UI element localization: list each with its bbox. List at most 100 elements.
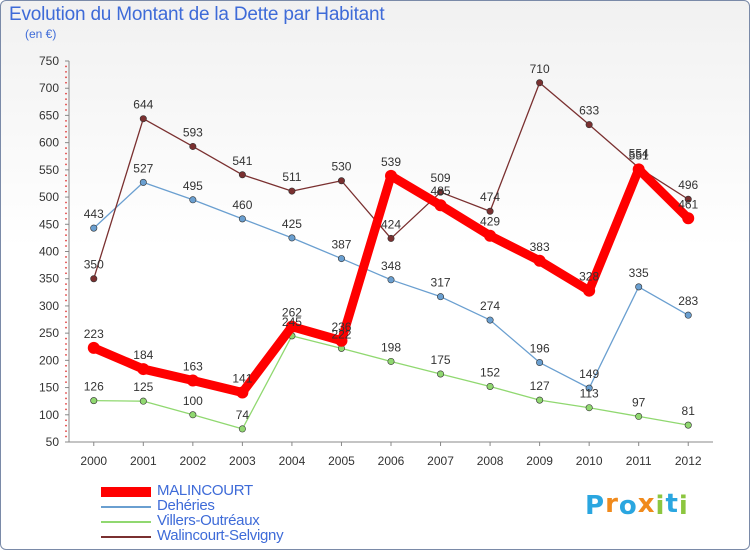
- data-label: 429: [480, 215, 500, 229]
- y-minor-tick: [65, 375, 67, 378]
- logo-letter: i: [678, 491, 689, 521]
- data-point: [238, 425, 246, 433]
- x-tick-label: 2012: [675, 454, 702, 468]
- data-label: 262: [282, 306, 302, 320]
- data-point: [632, 163, 645, 176]
- y-minor-tick: [65, 228, 67, 231]
- data-label: 175: [431, 353, 451, 367]
- x-tick-label: 2009: [526, 454, 553, 468]
- logo-letter: t: [665, 489, 679, 519]
- data-point: [387, 276, 395, 284]
- data-label: 644: [133, 98, 153, 112]
- y-tick-label: 450: [39, 217, 59, 231]
- y-minor-tick: [65, 207, 67, 209]
- y-minor-tick: [65, 430, 67, 433]
- y-minor-tick: [65, 321, 67, 324]
- data-point: [486, 382, 494, 390]
- legend-swatch: [101, 487, 151, 497]
- data-label: 152: [480, 365, 500, 379]
- data-point: [684, 195, 692, 203]
- y-tick-label: 200: [39, 353, 59, 367]
- legend-label: Walincourt-Selvigny: [157, 527, 284, 544]
- y-tick-label: 500: [39, 190, 59, 204]
- data-point: [139, 397, 147, 405]
- y-minor-tick: [65, 239, 67, 242]
- data-point: [87, 341, 100, 354]
- y-minor-tick: [65, 403, 67, 405]
- logo-letter: x: [637, 489, 656, 519]
- y-minor-tick: [65, 348, 67, 351]
- y-tick-label: 550: [39, 163, 59, 177]
- data-point: [387, 234, 395, 242]
- data-label: 425: [282, 217, 302, 231]
- data-point: [139, 115, 147, 123]
- data-point: [238, 171, 246, 179]
- data-label: 100: [183, 394, 203, 408]
- y-minor-tick: [65, 294, 67, 296]
- x-tick-label: 2001: [130, 454, 157, 468]
- data-label: 97: [632, 395, 646, 409]
- data-label: 222: [331, 327, 351, 341]
- data-point: [635, 412, 643, 420]
- data-point: [536, 396, 544, 404]
- data-point: [684, 311, 692, 319]
- data-label: 163: [183, 359, 203, 373]
- data-point: [186, 374, 199, 387]
- y-minor-tick: [65, 190, 67, 193]
- data-label: 127: [530, 379, 550, 393]
- data-point: [238, 215, 246, 223]
- x-tick-label: 2006: [378, 454, 405, 468]
- y-tick-label: 50: [46, 435, 60, 449]
- y-tick-label: 350: [39, 272, 59, 286]
- y-minor-tick: [65, 125, 67, 128]
- data-point: [189, 142, 197, 150]
- y-tick-label: 600: [39, 136, 59, 150]
- data-label: 460: [232, 198, 252, 212]
- data-label: 383: [530, 240, 550, 254]
- y-tick-label: 700: [39, 81, 59, 95]
- data-label: 81: [682, 404, 696, 418]
- data-label: 126: [84, 380, 104, 394]
- data-label: 184: [133, 348, 153, 362]
- y-minor-tick: [65, 266, 67, 269]
- legend-label: Dehéries: [157, 497, 215, 514]
- data-point: [585, 384, 593, 392]
- legend-label: Villers-Outréaux: [157, 512, 260, 529]
- data-point: [236, 386, 249, 399]
- data-label: 593: [183, 125, 203, 139]
- data-label: 551: [629, 148, 649, 162]
- y-minor-tick: [65, 408, 67, 411]
- data-point: [385, 169, 397, 182]
- data-point: [583, 284, 596, 297]
- data-point: [137, 363, 150, 376]
- logo-letter: r: [605, 489, 619, 519]
- data-label: 283: [678, 294, 698, 308]
- y-minor-tick: [65, 392, 67, 394]
- y-minor-tick: [65, 310, 67, 313]
- data-label: 539: [381, 155, 401, 169]
- data-point: [682, 212, 695, 225]
- y-minor-tick: [65, 163, 67, 166]
- x-tick-label: 2003: [229, 454, 256, 468]
- data-label: 495: [183, 179, 203, 193]
- x-tick-label: 2005: [328, 454, 355, 468]
- x-tick-label: 2008: [477, 454, 504, 468]
- y-minor-tick: [65, 119, 67, 122]
- logo-letter: o: [618, 491, 638, 521]
- proxiti-logo: Proxiti: [585, 489, 689, 521]
- y-minor-tick: [65, 381, 67, 384]
- data-point: [285, 320, 298, 333]
- y-minor-tick: [65, 92, 67, 95]
- y-minor-tick: [65, 109, 67, 111]
- y-minor-tick: [65, 201, 67, 204]
- data-label: 474: [480, 190, 500, 204]
- data-point: [437, 188, 445, 196]
- x-tick-label: 2007: [427, 454, 454, 468]
- data-label: 633: [579, 104, 599, 118]
- y-minor-tick: [65, 315, 67, 318]
- data-label: 509: [431, 171, 451, 185]
- data-label: 527: [133, 161, 153, 175]
- data-label: 245: [282, 315, 302, 329]
- data-point: [335, 334, 348, 347]
